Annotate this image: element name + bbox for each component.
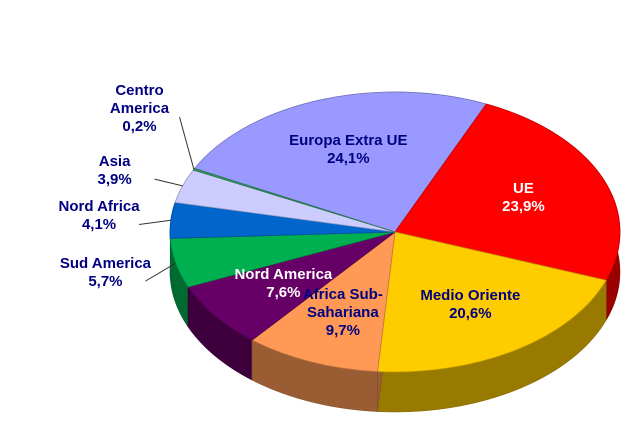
category-label: Nord America <box>234 266 333 284</box>
slice-label: Asia 3,9% <box>65 153 165 189</box>
value-label: 4,1% <box>81 216 117 234</box>
slice-label: Europa Extra UE 24,1% <box>288 132 408 168</box>
category-label: Centro America <box>109 82 170 118</box>
slice-label: Centro America 0,2% <box>100 82 180 136</box>
slice-label: Medio Oriente 20,6% <box>410 287 530 323</box>
value-label: 24,1% <box>327 150 370 168</box>
category-label: Nord Africa <box>58 198 140 216</box>
value-label: 5,7% <box>88 273 123 291</box>
slice-label: UE 23,9% <box>463 180 583 216</box>
value-label: 20,6% <box>449 305 492 323</box>
slice <box>193 91 487 233</box>
slice <box>394 103 621 281</box>
category-label: Sud America <box>59 255 152 273</box>
category-label: Africa Sub-Sahariana <box>302 285 383 321</box>
slice-label: Nord Africa 4,1% <box>49 198 149 234</box>
category-label: Medio Oriente <box>420 287 521 305</box>
value-label: 3,9% <box>97 171 132 189</box>
value-label: 23,9% <box>502 198 545 216</box>
category-label: Asia <box>98 153 131 171</box>
slice <box>187 231 396 341</box>
slice-label: Nord America 7,6% <box>223 266 343 302</box>
leader-line <box>179 117 195 170</box>
slice <box>251 231 396 372</box>
value-label: 0,2% <box>122 118 157 136</box>
slice-label: Sud America 5,7% <box>55 255 155 291</box>
leader-line <box>154 178 183 187</box>
category-label: Europa Extra UE <box>289 132 408 150</box>
category-label: UE <box>513 180 534 198</box>
slice-label: Africa Sub-Sahariana 9,7% <box>283 286 403 340</box>
value-label: 7,6% <box>266 284 301 302</box>
leader-line <box>138 219 171 225</box>
value-label: 9,7% <box>325 321 360 339</box>
slice <box>377 231 607 373</box>
leader-line <box>145 262 176 282</box>
